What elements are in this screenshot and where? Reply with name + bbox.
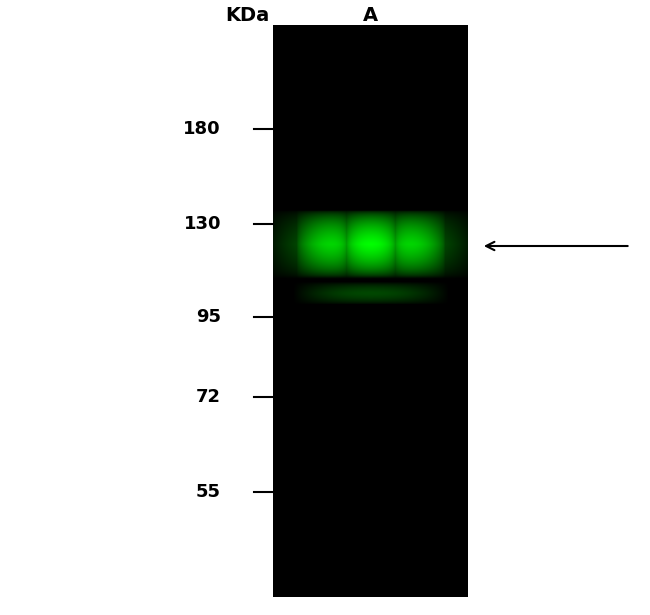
Text: 180: 180 [183, 120, 221, 138]
Text: KDa: KDa [225, 6, 269, 25]
Text: 55: 55 [196, 483, 221, 501]
Text: 95: 95 [196, 308, 221, 326]
Text: A: A [363, 6, 378, 25]
Text: 72: 72 [196, 387, 221, 406]
Text: 130: 130 [183, 215, 221, 234]
Bar [273, 25, 468, 597]
